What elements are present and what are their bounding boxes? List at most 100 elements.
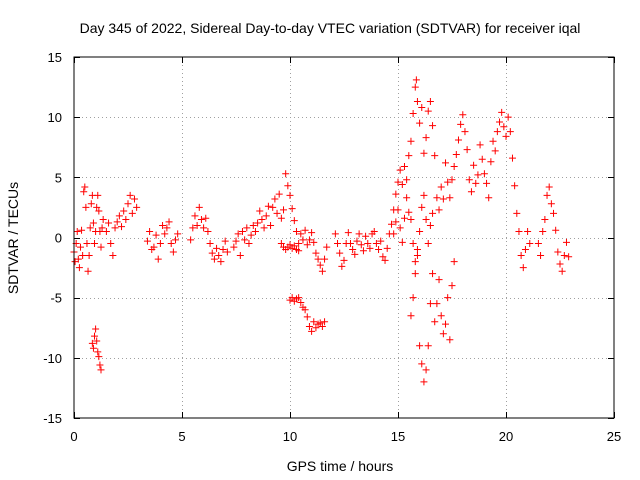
data-point [411,258,419,266]
data-point [556,260,564,268]
data-point [502,132,510,140]
data-point [297,230,305,238]
data-point [93,337,101,345]
data-point [383,244,391,252]
data-point [416,119,424,127]
data-point [444,294,452,302]
data-point [193,221,201,229]
data-point [377,237,385,245]
data-point [543,191,551,199]
data-point [433,194,441,202]
data-point [243,224,251,232]
data-point [493,128,501,136]
data-point [314,255,322,263]
data-point [305,323,313,331]
data-point [105,219,113,227]
data-point [437,183,445,191]
data-point [318,267,326,275]
data-point [258,215,266,223]
data-point [359,247,367,255]
data-point [120,207,128,215]
data-point [111,224,119,232]
data-point [98,224,106,232]
y-axis-label: SDTVAR / TECUs [5,182,21,294]
data-point [435,206,443,214]
data-point [394,206,402,214]
data-point [256,207,264,215]
data-point [435,276,443,284]
data-point [446,336,454,344]
x-tick-labels: 0 5 10 15 20 25 [70,429,621,444]
data-point [295,294,303,302]
data-point [277,214,285,222]
data-point [336,249,344,257]
data-point [474,171,482,179]
data-point [94,191,102,199]
data-point [517,252,525,260]
data-point [299,236,307,244]
data-point [215,252,223,260]
data-point [95,207,103,215]
data-point [403,194,411,202]
data-point [94,348,102,356]
data-point [295,247,303,255]
data-point [539,227,547,235]
data-point [161,230,169,238]
data-point [163,224,171,232]
data-point [472,179,480,187]
data-point [80,188,88,196]
data-point [422,215,430,223]
data-point [400,163,408,171]
data-point [351,250,359,258]
data-point [407,312,415,320]
x-tick-label: 15 [391,429,405,444]
data-point [271,195,279,203]
x-axis-label: GPS time / hours [287,458,394,474]
data-point [165,218,173,226]
data-point [500,123,508,131]
data-point [506,128,514,136]
data-point [312,249,320,257]
data-point [422,134,430,142]
data-point [318,323,326,331]
data-point [407,215,415,223]
data-point [159,221,167,229]
data-point [381,256,389,264]
data-point [461,128,469,136]
data-point [487,158,495,166]
data-point [249,221,257,229]
data-point [413,252,421,260]
data-point [82,203,90,211]
data-point [200,224,208,232]
data-point [396,166,404,174]
data-point [480,170,488,178]
data-point [269,203,277,211]
data-point [338,262,346,270]
data-point [86,224,94,232]
data-point [420,191,428,199]
x-tick-label: 5 [178,429,185,444]
data-point [297,298,305,306]
data-point [392,190,400,198]
data-point [236,252,244,260]
data-point [498,108,506,116]
data-point [128,209,136,217]
data-point [442,320,450,328]
data-point [554,248,562,256]
data-point [344,229,352,237]
data-point [87,200,95,208]
data-point [73,227,81,235]
data-point [349,246,357,254]
data-point [412,76,420,84]
data-point [288,294,296,302]
data-point [459,111,467,119]
data-point [334,240,342,248]
data-point [118,223,126,231]
data-point [442,159,450,167]
data-point [565,253,573,261]
data-point [133,203,141,211]
y-tick-labels: -15 -10 -5 0 5 10 15 [43,50,62,426]
data-point [292,227,300,235]
data-point [390,230,398,238]
data-point [366,244,374,252]
